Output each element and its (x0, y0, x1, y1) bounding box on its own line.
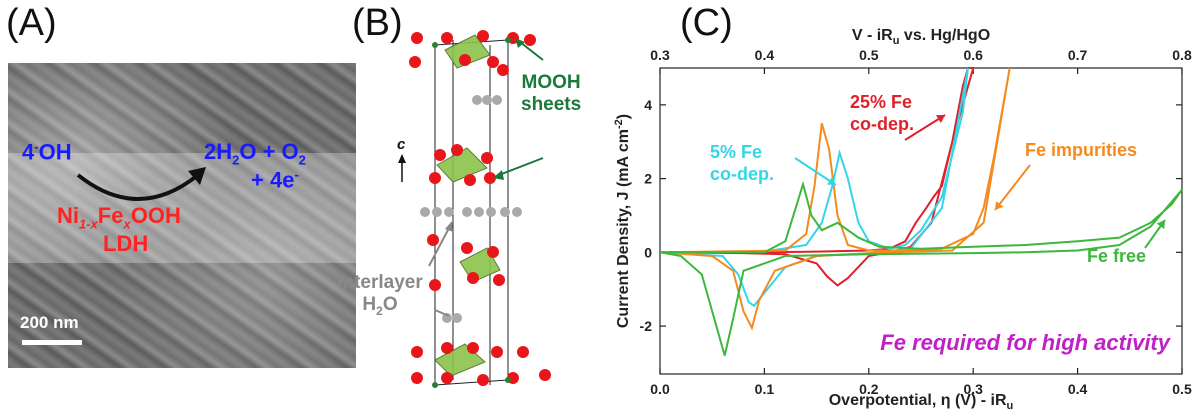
x2-tick-label: 0.4 (755, 47, 775, 63)
x-tick-label: 0.5 (1172, 381, 1192, 397)
y-tick-label: 0 (644, 244, 652, 260)
series-line-25-fe-co-dep- (659, 67, 975, 287)
x-tick-label: 0.0 (650, 381, 670, 397)
y-tick-label: -2 (640, 318, 653, 334)
voltammetry-chart: 0.0 0.1 0.2 0.3 0.4 0.5 0.3 0.4 0.5 0.6 0.7 0.8 -2 0 2… (600, 0, 1197, 412)
x-tick-label: 0.3 (963, 381, 983, 397)
catalyst-ldh-label: LDH (103, 231, 149, 256)
series-label-arrowhead (995, 201, 1004, 210)
y-tick-label: 2 (644, 171, 652, 187)
sem-image: 4-OH 2H2O + O2 + 4e- Ni1-xFexOOH LDH 200… (8, 63, 356, 368)
x2-tick-label: 0.5 (859, 47, 879, 63)
x2-tick-label: 0.6 (963, 47, 983, 63)
series-label-arrow (904, 114, 946, 141)
plot-frame (659, 67, 1183, 375)
series-label: 5% Fe (710, 142, 762, 162)
series-label-line2: co-dep. (710, 164, 774, 184)
reactant-label: 4-OH (22, 139, 72, 165)
interlayer-water-label: interlayer H2O (337, 272, 423, 318)
panel-b-label: (B) (352, 2, 403, 44)
product-label: 2H2O + O2 (204, 139, 306, 168)
series-line-fe-free (659, 180, 1183, 356)
panel-a-label: (A) (6, 2, 57, 44)
y-axis-label: Current Density, J (mA cm-2) (613, 114, 632, 328)
scale-bar-label: 200 nm (20, 313, 79, 332)
x-axis-label: Overpotential, η (V) - iRu (829, 392, 1014, 412)
annotation-text: Fe required for high activity (880, 330, 1171, 355)
x2-tick-label: 0.7 (1068, 47, 1088, 63)
series-label-arrowhead (1156, 220, 1165, 229)
series-label-arrow (994, 164, 1031, 211)
catalyst-label: Ni1-xFexOOH (57, 203, 181, 232)
crystal-structure-drawing (398, 30, 551, 388)
series-label-arrow (794, 157, 837, 186)
panel-c-label: (C) (680, 2, 733, 44)
x-tick-label: 0.2 (859, 381, 879, 397)
reaction-arrow (22, 167, 206, 345)
series-label-arrowhead (827, 176, 836, 185)
product-electrons-label: + 4e- (251, 167, 299, 193)
crystal-structure: c MOOH sheets interlayer H2O (337, 30, 581, 405)
series-line-fe-impurities (659, 67, 1011, 331)
x-tick-label: 0.1 (755, 381, 775, 397)
y-tick-label: 4 (644, 97, 652, 113)
highlight-band (8, 153, 356, 263)
series-label: 25% Fe (850, 92, 912, 112)
series-label-line2: co-dep. (850, 114, 914, 134)
x2-tick-label: 0.3 (650, 47, 670, 63)
mooh-sheets-label: MOOH sheets (521, 72, 582, 115)
x2-tick-label: 0.8 (1172, 47, 1192, 63)
x-tick-label: 0.4 (1068, 381, 1088, 397)
x2-axis-label: V - iRu vs. Hg/HgO (852, 27, 990, 47)
voltammetry-plot: 0.0 0.1 0.2 0.3 0.4 0.5 0.3 0.4 0.5 0.6 0.7 0.8 -2 0 2… (613, 27, 1192, 412)
series-label: Fe free (1087, 246, 1146, 266)
series-label-arrowhead (936, 115, 945, 124)
c-axis-label: c (397, 136, 406, 153)
series-label: Fe impurities (1025, 140, 1137, 160)
